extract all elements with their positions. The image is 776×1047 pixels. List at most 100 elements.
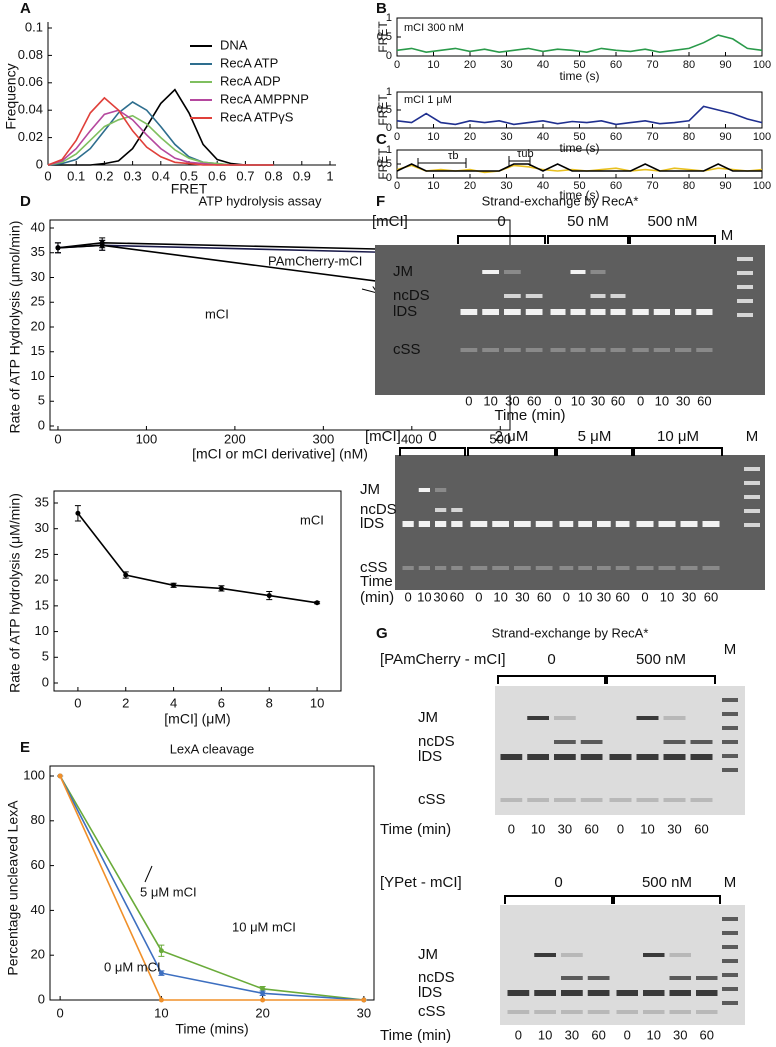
gel-band: [561, 990, 583, 996]
lane-label: 0: [637, 393, 644, 408]
condition-label: [PAmCherry - mCI]: [380, 651, 506, 668]
data-point: [99, 242, 105, 248]
group-bracket: [613, 895, 721, 904]
marker-label: M: [724, 874, 737, 891]
data-point: [75, 510, 81, 516]
group-bracket: [633, 447, 723, 456]
gel-band: [514, 521, 531, 527]
lane-label: 0: [563, 589, 570, 604]
ladder-band: [737, 299, 753, 303]
y-tick-label: 80: [31, 812, 45, 827]
gel-band: [580, 798, 603, 802]
gel-band: [527, 716, 549, 720]
ladder-band: [722, 754, 738, 758]
band-label: JM: [393, 263, 413, 280]
gel-band: [636, 521, 654, 527]
gel-band: [610, 309, 626, 315]
group-bracket: [629, 235, 716, 244]
data-point: [260, 997, 266, 1003]
time-label: Time (min): [380, 821, 451, 838]
series-line: [48, 88, 274, 166]
gel-band: [609, 798, 632, 802]
x-tick-label: 4: [170, 695, 177, 710]
lane-label: 30: [515, 589, 529, 604]
condition-label: [YPet - mCI]: [380, 874, 462, 891]
ladder-band: [722, 959, 738, 963]
x-tick-label: 0: [394, 59, 400, 71]
gel-band: [675, 348, 692, 352]
ladder-band: [722, 917, 738, 921]
y-tick-label: 100: [23, 767, 45, 782]
band-label: ncDS: [393, 287, 430, 304]
condition-label: [mCI]: [365, 428, 401, 445]
gel-band: [500, 798, 523, 802]
annotation: τub: [517, 148, 534, 160]
x-axis-label: FRET: [171, 181, 208, 197]
y-tick-label: 40: [31, 902, 45, 917]
x-tick-label: 10: [427, 131, 439, 143]
chart-title: LexA cleavage: [170, 741, 255, 756]
lane-label: 0: [475, 589, 482, 604]
gel-band: [636, 798, 659, 802]
x-tick-label: 40: [537, 180, 549, 192]
gel-band: [663, 798, 686, 802]
ladder-band: [737, 285, 753, 289]
x-tick-label: 90: [719, 180, 731, 192]
lane-label: 60: [584, 821, 598, 836]
gel-band: [590, 348, 606, 352]
gel-band: [636, 716, 659, 720]
legend-label: RecA ADP: [220, 73, 281, 88]
x-tick-label: 10: [310, 695, 324, 710]
ladder-band: [722, 726, 738, 730]
gel-band: [653, 309, 670, 315]
gel-band: [435, 488, 447, 492]
gel-band: [559, 521, 574, 527]
group-label: 2 μM: [495, 428, 529, 445]
x-tick-label: 200: [224, 431, 246, 446]
lane-label: 10: [655, 393, 669, 408]
lane-label: 0: [617, 821, 624, 836]
gel-band: [504, 348, 521, 352]
x-tick-label: 0.8: [265, 168, 283, 183]
y-tick-label: 25: [31, 294, 45, 309]
y-tick-label: 20: [31, 947, 45, 962]
x-tick-label: 30: [500, 180, 512, 192]
y-tick-label: 0: [38, 991, 45, 1006]
x-tick-label: 8: [266, 695, 273, 710]
y-axis-label: FRET: [376, 21, 390, 53]
x-tick-label: 10: [427, 180, 439, 192]
lane-label: 60: [697, 393, 711, 408]
y-axis-label: FRET: [376, 94, 390, 126]
ladder-band: [744, 467, 760, 471]
gel-band: [580, 754, 603, 760]
y-tick-label: 15: [31, 343, 45, 358]
gel-band: [616, 1010, 638, 1014]
y-tick-label: 0.5: [377, 104, 392, 116]
y-tick-label: 0: [386, 122, 392, 134]
gel-band: [610, 294, 626, 298]
ladder-band: [744, 481, 760, 485]
x-tick-label: 0.5: [180, 168, 198, 183]
lane-label: 10: [640, 821, 654, 836]
gel-band: [435, 521, 447, 527]
gel-band: [527, 754, 549, 760]
y-tick-label: 0: [42, 674, 49, 689]
lane-label: 60: [611, 393, 625, 408]
gel-band: [402, 566, 414, 570]
x-tick-label: 2: [122, 695, 129, 710]
data-point: [57, 773, 63, 779]
x-axis-label: [mCI or mCI derivative] (nM): [192, 446, 368, 462]
x-axis-label: [mCI] (μM): [164, 711, 230, 727]
gel-band: [590, 294, 606, 298]
plot-frame: [49, 765, 375, 1001]
gel-band: [669, 976, 691, 980]
group-bracket: [457, 235, 546, 244]
gel-band: [578, 566, 592, 570]
marker-label: M: [746, 428, 759, 445]
gel-band: [632, 348, 649, 352]
gel-band: [696, 309, 713, 315]
group-bracket: [547, 235, 629, 244]
y-axis-label: Rate of ATP hydrolysis (μM/min): [7, 493, 23, 693]
x-tick-label: 70: [646, 180, 658, 192]
x-tick-label: 400: [401, 431, 423, 446]
